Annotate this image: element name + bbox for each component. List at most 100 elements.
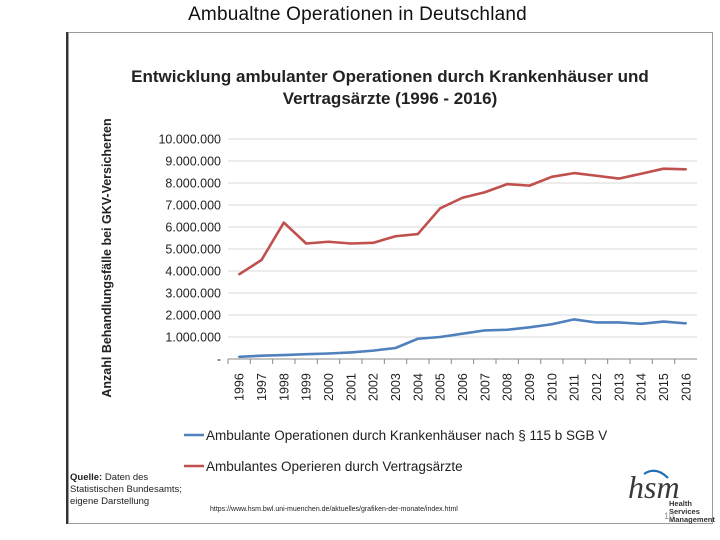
y-tick-label: 10.000.000 [158, 133, 221, 147]
data-point [327, 240, 330, 243]
y-tick-label: 1.000.000 [165, 331, 221, 345]
gridlines [227, 138, 697, 364]
x-tick-label: 2009 [523, 373, 537, 401]
chart-title: Entwicklung ambulanter Operationen durch… [110, 66, 670, 110]
x-tick-label: 2008 [501, 373, 515, 401]
chart-title-line2: Vertragsärzte (1996 - 2016) [282, 89, 498, 108]
data-point [349, 242, 353, 245]
legend-label: Ambulante Operationen durch Krankenhäuse… [206, 428, 607, 443]
data-point [617, 321, 621, 324]
data-point [662, 320, 665, 323]
y-tick-label: 7.000.000 [165, 199, 221, 213]
data-point [639, 172, 643, 175]
data-point [505, 182, 509, 186]
y-tick-label: 2.000.000 [165, 309, 221, 323]
hsm-logo: hsm [628, 469, 680, 505]
data-point [438, 207, 442, 210]
y-tick-label: 4.000.000 [165, 265, 221, 279]
data-point [282, 353, 286, 357]
x-tick-label: 1998 [277, 373, 291, 401]
slide-title: Ambualtne Operationen in Deutschland [188, 4, 527, 25]
series-lines [237, 167, 688, 359]
y-tick-label: 9.000.000 [165, 155, 221, 169]
data-point [483, 329, 487, 332]
x-tick-label: 2005 [434, 373, 448, 401]
logo-line1: Health Services [669, 499, 700, 516]
data-point [684, 322, 688, 325]
series-line-1 [239, 318, 686, 359]
x-tick-label: 2002 [367, 373, 381, 401]
data-point [595, 174, 598, 177]
page-number: 10 [664, 511, 675, 521]
x-tick-label: 2003 [389, 373, 403, 401]
x-tick-labels: 1996 1997 1998 1999 2000 2001 2002 2003 2004 2005… [233, 373, 694, 401]
data-point [550, 175, 554, 179]
x-tick-label: 2013 [612, 373, 626, 401]
source-line1: Daten des [102, 472, 149, 483]
source-line2: Statistischen Bundesamts; [70, 484, 182, 495]
frame-accent [66, 32, 69, 524]
x-tick-label: 1999 [300, 373, 314, 401]
chart-title-line1: Entwicklung ambulanter Operationen durch… [131, 67, 649, 86]
data-point [394, 346, 397, 350]
y-tick-label: 5.000.000 [165, 243, 221, 257]
source-note: Quelle: Daten des Statistischen Bundesam… [70, 472, 182, 508]
y-axis-label: Anzahl Behandlungsfälle bei GKV-Versiche… [100, 118, 114, 397]
data-point [394, 235, 397, 238]
data-point [684, 168, 688, 171]
source-label: Quelle: [70, 472, 103, 483]
data-point [438, 335, 442, 339]
logo-swoosh-icon [643, 469, 669, 479]
data-point [617, 177, 621, 180]
x-tick-label: 1997 [255, 373, 269, 401]
x-tick-label: 2004 [411, 373, 425, 401]
data-point [572, 171, 576, 175]
y-tick-label: 6.000.000 [165, 221, 221, 235]
data-point [260, 258, 263, 262]
source-url[interactable]: https://www.hsm.bwl.uni-muenchen.de/aktu… [210, 506, 458, 513]
data-point [528, 326, 531, 329]
x-tick-label: 2015 [657, 373, 671, 401]
logo-line2: Management [669, 515, 715, 524]
logo-text: Health Services Management [669, 500, 720, 524]
x-tick-label: 2012 [590, 373, 604, 401]
data-point [416, 232, 420, 236]
x-tick-label: 2011 [568, 374, 582, 401]
data-point [662, 167, 665, 170]
x-tick-label: 2010 [545, 373, 559, 401]
x-tick-label: 2001 [344, 373, 358, 401]
data-point [461, 196, 464, 199]
data-point [461, 332, 464, 335]
y-tick-labels: - 1.000.000 2.000.000 3.000.000 4.000.000 5.0… [158, 133, 221, 367]
data-point [371, 349, 375, 352]
y-tick-label: 8.000.000 [165, 177, 221, 191]
data-point [416, 337, 420, 340]
x-tick-label: 2016 [679, 373, 693, 401]
legend-label: Ambulantes Operieren durch Vertragsärzte [206, 459, 463, 474]
legend: Ambulante Operationen durch Krankenhäuse… [184, 428, 607, 474]
data-point [349, 351, 353, 354]
x-tick-label: 2006 [456, 373, 470, 401]
data-point [237, 273, 241, 276]
x-tick-label: 2000 [322, 373, 336, 401]
data-point [327, 352, 330, 355]
data-point [483, 191, 487, 194]
data-point [282, 221, 286, 224]
data-point [528, 184, 531, 187]
x-tick-label: 1996 [233, 373, 247, 401]
y-tick-label: - [217, 353, 221, 367]
x-tick-label: 2007 [478, 373, 492, 401]
data-point [595, 321, 598, 324]
data-point [304, 352, 308, 356]
chart-frame [68, 32, 713, 524]
y-tick-label: 3.000.000 [165, 287, 221, 301]
data-point [639, 322, 643, 325]
data-point [260, 354, 263, 357]
data-point [550, 323, 554, 326]
hsm-logo-mark: hsm [628, 469, 680, 505]
series-line-2 [238, 167, 686, 276]
data-point [371, 241, 375, 245]
data-point [505, 328, 509, 331]
source-line3: eigene Darstellung [70, 496, 150, 507]
